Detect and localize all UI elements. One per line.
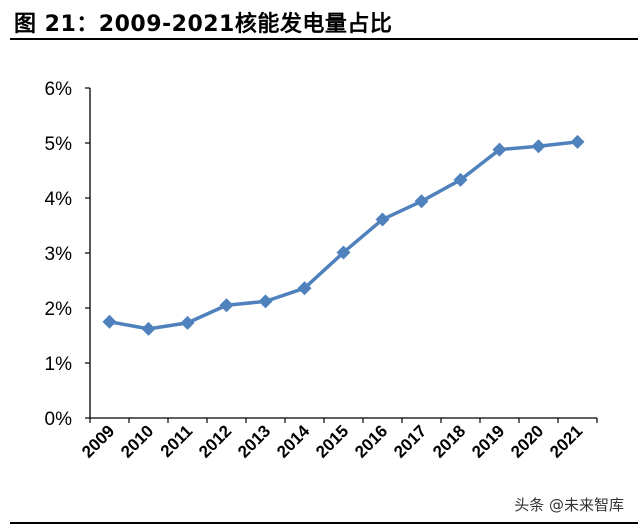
x-tick-label: 2021	[546, 421, 586, 461]
data-point-marker	[141, 321, 156, 336]
chart-title: 图 21：2009-2021核能发电量占比	[14, 12, 393, 37]
x-tick-label: 2010	[117, 421, 157, 461]
y-tick-label: 2%	[45, 299, 73, 320]
x-tick-label: 2018	[429, 421, 469, 461]
title-divider	[10, 38, 638, 40]
x-tick-label: 2015	[312, 421, 352, 461]
data-point-marker	[453, 172, 468, 187]
y-axis-ticks: 0% 1% 2% 3% 4% 5% 6%	[45, 79, 90, 430]
x-tick-label: 2011	[157, 421, 197, 461]
x-tick-label: 2016	[351, 421, 391, 461]
data-point-marker	[219, 298, 234, 313]
x-tick-label: 2012	[195, 421, 235, 461]
data-point-marker	[297, 281, 312, 296]
y-tick-label: 0%	[45, 409, 73, 430]
y-tick-label: 1%	[45, 354, 73, 375]
y-tick-label: 5%	[45, 134, 73, 155]
x-tick-label: 2020	[507, 421, 547, 461]
series-layer	[102, 134, 585, 336]
figure-header: 图 21：2009-2021核能发电量占比	[0, 0, 640, 42]
x-tick-label: 2017	[390, 421, 430, 461]
data-point-marker	[492, 142, 507, 157]
data-point-marker	[375, 212, 390, 227]
data-point-marker	[180, 315, 195, 330]
data-point-marker	[570, 134, 585, 149]
x-tick-label: 2014	[273, 421, 314, 462]
y-tick-label: 4%	[45, 189, 73, 210]
data-point-marker	[258, 294, 273, 309]
bottom-divider	[10, 522, 638, 524]
y-tick-label: 3%	[45, 244, 73, 265]
watermark: 头条 @未来智库	[514, 496, 624, 514]
x-tick-label: 2009	[78, 421, 118, 461]
x-tick-label: 2019	[468, 421, 508, 461]
y-tick-label: 6%	[45, 79, 73, 100]
data-point-marker	[336, 245, 351, 260]
x-tick-label: 2013	[234, 421, 274, 461]
data-point-marker	[102, 314, 117, 329]
series-line	[109, 140, 578, 331]
data-point-marker	[414, 194, 429, 209]
data-point-marker	[531, 139, 546, 154]
